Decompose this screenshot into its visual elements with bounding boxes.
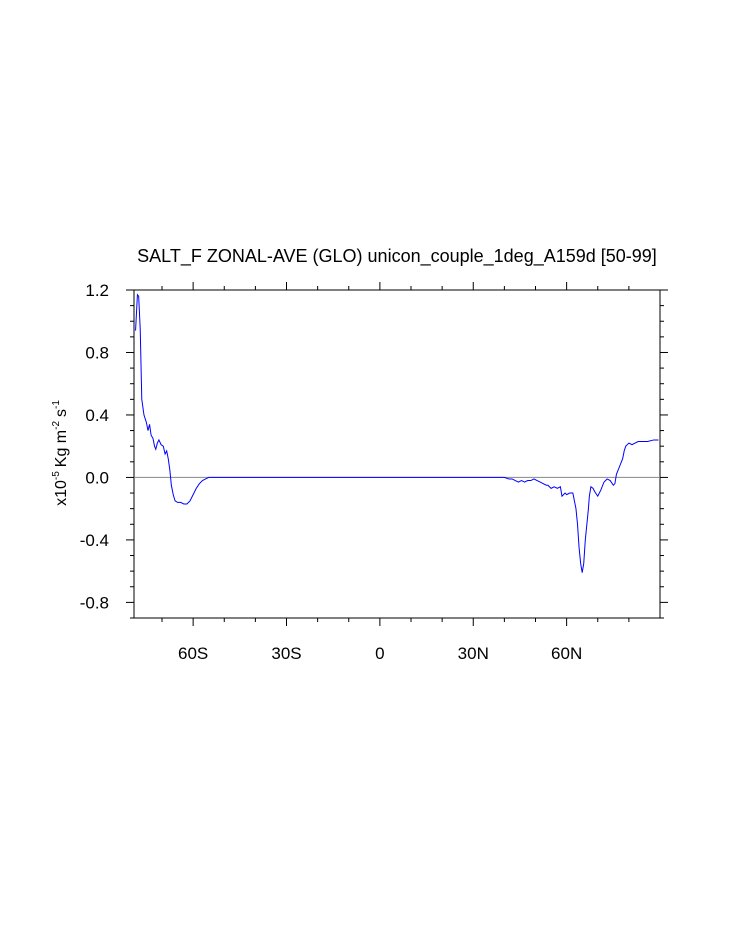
x-tick-label: 30S xyxy=(271,644,301,663)
ylabel-unit1: Kg m xyxy=(53,430,70,467)
y-tick-label: -0.4 xyxy=(80,531,109,550)
y-tick-label: 0.4 xyxy=(85,406,109,425)
chart-title: SALT_F ZONAL-AVE (GLO) unicon_couple_1de… xyxy=(137,246,657,267)
tick-marks xyxy=(126,282,668,626)
x-tick-labels: 60S 30S 0 30N 60N xyxy=(178,644,582,663)
ylabel-unit2: s xyxy=(53,409,70,417)
ylabel-exp: -5 xyxy=(51,471,62,480)
x-tick-label: 0 xyxy=(375,644,384,663)
y-tick-label: -0.8 xyxy=(80,593,109,612)
x-tick-label: 30N xyxy=(458,644,489,663)
svg-text:x10-5Kg m-2s-1: x10-5 Kg m-2 s-1 xyxy=(51,400,70,506)
x-tick-label: 60S xyxy=(178,644,208,663)
plot-area xyxy=(133,289,661,619)
y-axis-label: x10-5 Kg m-2 s-1 xyxy=(51,400,70,506)
series-line xyxy=(135,293,659,573)
y-tick-labels: 1.2 0.8 0.4 0.0 -0.4 -0.8 xyxy=(80,281,109,612)
y-tick-label: 1.2 xyxy=(85,281,109,300)
x-tick-label: 60N xyxy=(551,644,582,663)
ylabel-exp2: -2 xyxy=(51,421,62,430)
y-tick-label: 0.0 xyxy=(85,468,109,487)
y-tick-label: 0.8 xyxy=(85,343,109,362)
ylabel-exp3: -1 xyxy=(51,400,62,409)
plot-frame xyxy=(133,289,661,619)
ylabel-prefix: x10 xyxy=(53,480,70,506)
